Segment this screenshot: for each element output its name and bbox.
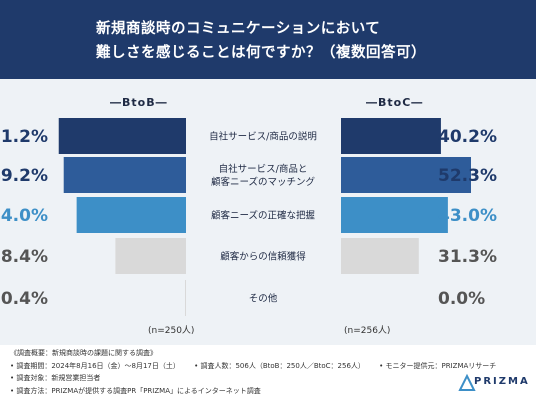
notes-row-1: • 調査期間：2024年8月16日（金）～8月17日（土） • 調査人数：506… xyxy=(10,360,530,373)
category-label-1-1: 顧客ニーズのマッチング xyxy=(211,176,316,188)
value-label-btoc-0: 40.2% xyxy=(438,127,497,147)
notes-target: • 調査対象：新規営業担当者 xyxy=(10,374,101,382)
value-label-btoc-4: 0.0% xyxy=(438,289,485,309)
bar-btob-1 xyxy=(63,157,186,193)
value-label-btob-4: 0.4% xyxy=(1,289,48,309)
chart-title-line-1: 新規商談時のコミュニケーションにおいて xyxy=(96,21,381,37)
chart-title-line-2: 難しさを感じることは何ですか？（複数回答可） xyxy=(96,45,426,61)
value-label-btoc-2: 43.0% xyxy=(438,206,497,226)
group-label-btob-text: BtoB xyxy=(122,96,156,109)
notes-monitor: • モニター提供元：PRIZMAリサーチ xyxy=(379,361,497,370)
bar-btoc-0 xyxy=(341,118,441,154)
category-label-3-0: 顧客からの信頼獲得 xyxy=(220,251,306,263)
bar-btoc-3 xyxy=(341,238,419,274)
value-label-btob-3: 28.4% xyxy=(0,247,48,267)
prizma-logo-text: PRIZMA xyxy=(474,376,530,387)
bar-btob-3 xyxy=(115,238,186,274)
value-label-btob-0: 51.2% xyxy=(0,127,48,147)
category-label-0-0: 自社サービス/商品の説明 xyxy=(209,131,317,143)
value-label-btob-1: 49.2% xyxy=(0,166,48,186)
group-label-btoc-text: BtoC xyxy=(378,96,412,109)
notes-overview: 《調査概要：新規商談時の課題に関する調査》 xyxy=(10,349,157,357)
bar-btoc-1 xyxy=(341,157,471,193)
notes-sample: • 調査人数：506人（BtoB：250人／BtoC：256人） xyxy=(194,361,365,370)
value-label-btoc-3: 31.3% xyxy=(438,247,497,267)
group-label-btoc: ―BtoC― xyxy=(366,96,424,109)
bar-btob-4 xyxy=(185,280,186,316)
bar-btob-0 xyxy=(58,118,187,154)
notes-method: • 調査方法：PRIZMAが提供する調査PR「PRIZMA」によるインターネット… xyxy=(10,386,261,395)
bar-btoc-2 xyxy=(341,197,448,233)
notes-period: • 調査期間：2024年8月16日（金）～8月17日（土） xyxy=(10,361,180,370)
title-banner: 新規商談時のコミュニケーションにおいて 難しさを感じることは何ですか？（複数回答… xyxy=(0,0,536,79)
sample-size-btoc: (n=256人) xyxy=(344,326,391,336)
value-label-btoc-1: 52.3% xyxy=(438,166,497,186)
prizma-logo-mark-icon xyxy=(458,373,476,391)
survey-notes: 《調査概要：新規商談時の課題に関する調査》 • 調査期間：2024年8月16日（… xyxy=(10,347,530,397)
category-label-1-0: 自社サービス/商品と xyxy=(219,163,308,175)
group-label-btob: ―BtoB― xyxy=(110,96,168,109)
category-label-4-0: その他 xyxy=(249,293,278,305)
category-label-2-0: 顧客ニーズの正確な把握 xyxy=(211,210,316,222)
bar-btob-2 xyxy=(76,197,186,233)
value-label-btob-2: 44.0% xyxy=(0,206,48,226)
sample-size-btob: (n=250人) xyxy=(148,326,195,336)
